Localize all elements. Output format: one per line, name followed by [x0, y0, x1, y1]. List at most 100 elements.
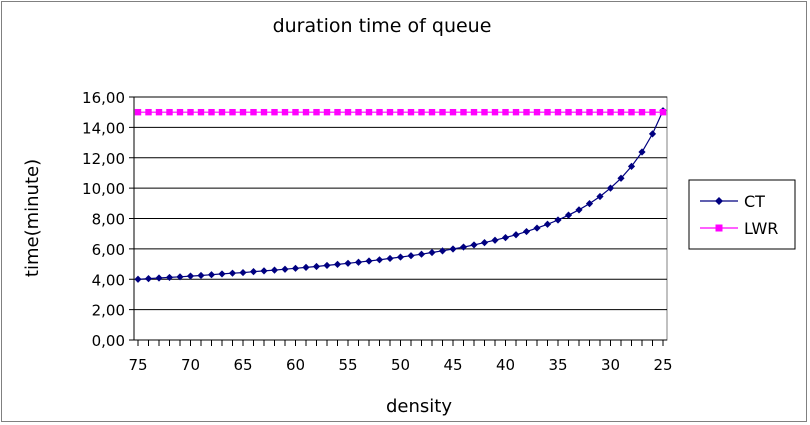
- x-tick-label: 60: [286, 356, 305, 374]
- data-point: [312, 262, 321, 271]
- x-tick-label: 75: [128, 356, 147, 374]
- y-tick-label: 6,00: [92, 241, 125, 259]
- data-point: [218, 270, 226, 278]
- data-point: [480, 239, 489, 247]
- data-point: [302, 263, 310, 272]
- data-point: [523, 108, 530, 116]
- x-tick-label: 55: [338, 356, 357, 374]
- x-tick-label: 45: [443, 356, 462, 374]
- y-tick-label: 0,00: [92, 332, 125, 350]
- data-point: [270, 266, 279, 274]
- legend-entry-ct: CT: [700, 192, 765, 211]
- data-point: [638, 148, 646, 156]
- data-point: [292, 108, 299, 116]
- data-point: [302, 108, 310, 116]
- data-point: [176, 273, 184, 281]
- data-point: [439, 108, 446, 116]
- data-point: [596, 108, 604, 116]
- y-tick-label: 2,00: [92, 302, 125, 320]
- legend-box: [688, 179, 796, 250]
- data-point: [239, 268, 247, 277]
- data-point: [218, 108, 226, 116]
- data-point: [533, 224, 541, 232]
- data-point: [438, 247, 447, 255]
- data-point: [396, 253, 405, 261]
- data-point: [522, 227, 531, 236]
- data-point: [155, 108, 163, 116]
- data-point: [501, 234, 510, 242]
- data-point: [334, 108, 341, 116]
- data-point: [407, 252, 415, 260]
- grid-lines: [134, 96, 667, 311]
- data-point: [397, 108, 404, 116]
- data-point: [207, 271, 216, 279]
- x-tick-label: 35: [548, 356, 567, 374]
- data-point: [512, 108, 520, 116]
- y-tick-label: 16,00: [82, 89, 125, 107]
- data-point: [407, 108, 415, 116]
- data-point: [375, 256, 384, 264]
- data-point: [144, 275, 153, 283]
- data-point: [649, 108, 656, 116]
- data-point: [354, 258, 363, 266]
- y-tick-label: 4,00: [92, 271, 125, 289]
- data-point: [575, 108, 583, 116]
- series-lwr: [134, 108, 667, 116]
- data-point: [481, 108, 488, 116]
- legend-label: LWR: [744, 219, 778, 238]
- data-point: [607, 108, 614, 116]
- x-tick-label: 70: [181, 356, 200, 374]
- data-point: [260, 267, 268, 275]
- data-point: [512, 231, 520, 239]
- data-point: [564, 211, 573, 219]
- data-point: [333, 260, 342, 268]
- data-point: [428, 248, 436, 257]
- data-point: [197, 108, 205, 116]
- data-point: [460, 108, 467, 116]
- data-point: [586, 108, 593, 116]
- y-tick-label: 12,00: [82, 150, 125, 168]
- y-tick-label: 8,00: [92, 211, 125, 229]
- y-axis-ticks: 0,00 2,00 4,00 6,00 8,00 10,00 12,00 14,00 16,00: [82, 89, 135, 350]
- data-point: [648, 130, 657, 138]
- data-point: [344, 259, 352, 267]
- data-point: [606, 184, 615, 192]
- data-point: [491, 108, 499, 116]
- data-point: [428, 108, 436, 116]
- data-point: [585, 200, 594, 208]
- data-point: [386, 108, 394, 116]
- data-point: [627, 162, 636, 171]
- data-point: [617, 174, 625, 182]
- legend-label: CT: [744, 192, 765, 211]
- data-point: [544, 108, 551, 116]
- chart-title: duration time of queue: [273, 15, 492, 37]
- data-point: [376, 108, 383, 116]
- data-point: [250, 108, 257, 116]
- data-point: [176, 108, 184, 116]
- data-point: [228, 269, 237, 277]
- data-point: [134, 275, 142, 283]
- x-tick-label: 65: [233, 356, 252, 374]
- x-tick-label: 30: [601, 356, 620, 374]
- data-point: [165, 273, 174, 282]
- data-point: [239, 108, 247, 116]
- x-tick-label: 25: [653, 356, 672, 374]
- data-point: [365, 257, 373, 265]
- data-point: [638, 108, 646, 116]
- data-point: [365, 108, 373, 116]
- y-tick-label: 10,00: [82, 180, 125, 198]
- data-point: [554, 216, 562, 224]
- data-point: [323, 108, 331, 116]
- legend-marker: [715, 197, 723, 205]
- legend: CT LWR: [688, 179, 796, 250]
- data-point: [344, 108, 352, 116]
- legend-entry-lwr: LWR: [700, 219, 778, 238]
- data-point: [155, 274, 163, 282]
- series-layer: [134, 107, 667, 283]
- data-point: [470, 108, 478, 116]
- data-point: [449, 245, 457, 253]
- data-point: [502, 108, 509, 116]
- data-point: [166, 108, 173, 116]
- x-tick-label: 50: [391, 356, 410, 374]
- data-point: [543, 220, 552, 228]
